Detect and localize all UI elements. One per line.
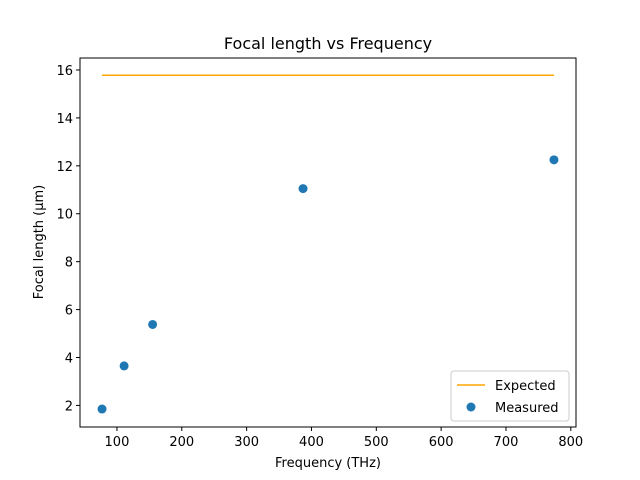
x-axis-label: Frequency (THz) — [275, 456, 381, 471]
axes-frame — [79, 57, 577, 428]
x-tick-label: 600 — [429, 435, 454, 450]
x-tick-label: 300 — [234, 435, 259, 450]
legend-measured-label: Measured — [495, 401, 559, 416]
y-axis-label: Focal length (μm) — [32, 185, 47, 299]
x-axis-ticks: 100 200 300 400 500 600 700 800 — [105, 427, 583, 450]
y-tick-label: 10 — [56, 208, 73, 223]
measured-point — [119, 361, 129, 371]
y-tick-label: 12 — [56, 160, 73, 175]
y-tick-label: 16 — [56, 64, 73, 79]
x-tick-label: 500 — [364, 435, 389, 450]
y-tick-label: 2 — [65, 399, 73, 414]
legend-expected-label: Expected — [495, 379, 556, 394]
measured-point — [298, 184, 308, 194]
x-tick-label: 100 — [105, 435, 130, 450]
y-axis-ticks: 2 4 6 8 10 12 14 16 — [56, 64, 80, 414]
measured-point — [549, 155, 559, 165]
measured-point — [97, 404, 107, 414]
y-tick-label: 8 — [65, 256, 73, 271]
legend-measured-swatch — [466, 402, 476, 412]
legend: Expected Measured — [450, 370, 570, 422]
y-tick-label: 14 — [56, 112, 73, 127]
x-tick-label: 800 — [558, 435, 583, 450]
chart-title: Focal length vs Frequency — [224, 34, 432, 53]
x-tick-label: 400 — [299, 435, 324, 450]
data-marks — [97, 74, 559, 414]
measured-point — [148, 319, 158, 329]
y-tick-label: 6 — [65, 304, 73, 319]
x-tick-label: 200 — [169, 435, 194, 450]
y-tick-label: 4 — [65, 352, 73, 367]
legend-frame — [450, 370, 570, 422]
x-tick-label: 700 — [494, 435, 519, 450]
